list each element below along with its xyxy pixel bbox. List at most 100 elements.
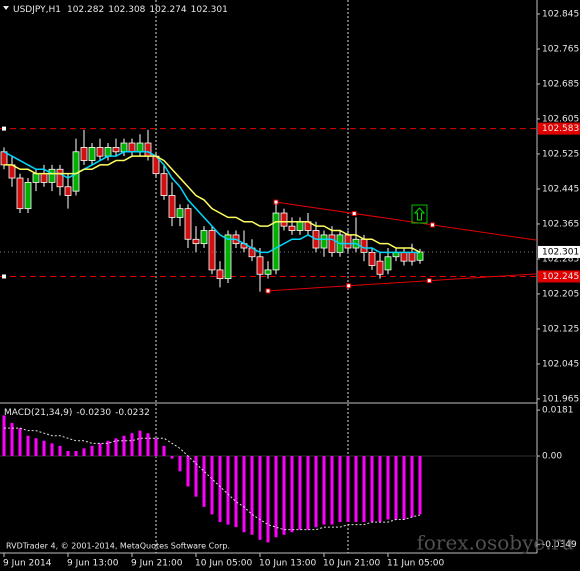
macd-bar — [138, 430, 142, 457]
x-tick-label: 9 Jun 2014 — [3, 559, 52, 569]
macd-bar — [298, 456, 302, 530]
macd-bar — [282, 456, 286, 535]
candle-body — [88, 147, 96, 161]
macd-bar — [346, 456, 350, 523]
candle-body — [344, 234, 352, 249]
candle-body — [216, 269, 224, 280]
candle-body — [48, 168, 56, 183]
candle-body — [200, 230, 208, 245]
macd-bar — [58, 445, 62, 457]
macd-bar — [274, 456, 278, 538]
macd-bar — [34, 438, 38, 457]
bid-label-box — [538, 245, 580, 258]
candle-body — [56, 168, 64, 188]
y2-tick-label: 0.00 — [542, 452, 562, 462]
macd-bar — [250, 456, 254, 535]
candle-body — [328, 234, 336, 253]
macd-bar — [170, 456, 174, 459]
candle-body — [144, 142, 152, 157]
macd-bar — [146, 433, 150, 457]
level-handle — [2, 274, 6, 279]
macd-bar — [362, 456, 366, 523]
macd-bar — [82, 448, 86, 457]
trendline-point — [346, 283, 352, 289]
y-tick-label: 102.765 — [542, 44, 579, 54]
y-tick-label: 102.445 — [542, 184, 579, 194]
candle-body — [360, 238, 368, 253]
macd-bar — [378, 456, 382, 523]
macd-bar — [322, 456, 326, 525]
macd-bar — [266, 456, 270, 543]
candle-body — [16, 177, 24, 210]
macd-bar — [122, 435, 126, 457]
x-tick-label: 9 Jun 21:00 — [131, 559, 183, 569]
indicator-header: MACD(21,34,9) -0.0230 -0.0232 — [4, 408, 150, 418]
candle-body — [96, 147, 104, 157]
macd-bar — [10, 423, 14, 457]
candle-body — [160, 173, 168, 196]
y-tick-label: 102.205 — [542, 289, 579, 299]
candle-body — [32, 173, 40, 183]
header-high: 102.308 — [108, 5, 145, 15]
macd-bar — [18, 428, 22, 457]
macd-bar — [130, 433, 134, 457]
level-label: 102.245 — [542, 272, 579, 282]
y-tick-label: 102.285 — [542, 254, 579, 264]
macd-bar — [114, 438, 118, 457]
candle-body — [296, 221, 304, 231]
macd-bar — [2, 415, 6, 457]
watermark: forex.osobye.ru — [416, 531, 574, 555]
y-tick-label: 101.965 — [542, 394, 579, 404]
candle-body — [224, 234, 232, 280]
moving-average — [4, 155, 421, 254]
macd-bar — [42, 440, 46, 457]
macd-bar — [290, 456, 294, 533]
candle-body — [40, 173, 48, 183]
y-tick-label: 102.525 — [542, 149, 579, 159]
macd-bar — [418, 456, 422, 515]
macd-bar — [210, 456, 214, 515]
candle-body — [136, 142, 144, 153]
candle-body — [104, 147, 112, 157]
candle-body — [128, 142, 136, 153]
candle-body — [24, 182, 32, 210]
candle-body — [408, 251, 416, 262]
macd-bar — [370, 456, 374, 523]
macd-bar — [314, 456, 318, 528]
macd-bar — [306, 456, 310, 530]
candle-body — [288, 225, 296, 231]
macd-bar — [410, 456, 414, 517]
y-tick-label: 102.685 — [542, 79, 579, 89]
y-tick-label: 102.605 — [542, 114, 579, 124]
macd-bar — [98, 443, 102, 457]
candle-body — [280, 212, 288, 227]
chart-header: USDJPY,H1 102.282 102.308 102.274 102.301 — [13, 5, 228, 15]
x-tick-label: 10 Jun 13:00 — [259, 559, 316, 569]
macd-bar — [394, 456, 398, 520]
arrow-box — [411, 204, 428, 224]
macd-bar — [402, 456, 406, 520]
candle-body — [416, 251, 424, 261]
macd-bar — [106, 440, 110, 457]
up-arrow — [413, 207, 426, 221]
macd-bar — [74, 450, 78, 457]
level-label-box — [538, 122, 580, 135]
header-low: 102.274 — [149, 5, 186, 15]
signal-arrow — [411, 204, 428, 224]
y-tick-label: 102.365 — [542, 219, 579, 229]
macd-bar — [242, 456, 246, 533]
macd-bar — [338, 456, 342, 523]
x-tick-label: 9 Jun 13:00 — [67, 559, 119, 569]
candle-body — [256, 256, 264, 275]
y2-tick-label: 0.0181 — [542, 406, 574, 416]
copyright: RVDTrader 4, © 2001-2014, MetaQuotes Sof… — [6, 542, 230, 551]
candle-body — [272, 212, 280, 271]
candle-body — [112, 147, 120, 153]
trendline-point — [429, 222, 435, 228]
x-tick-label: 11 Jun 05:00 — [387, 559, 444, 569]
macd-bar — [178, 456, 182, 472]
trendline — [275, 201, 537, 241]
